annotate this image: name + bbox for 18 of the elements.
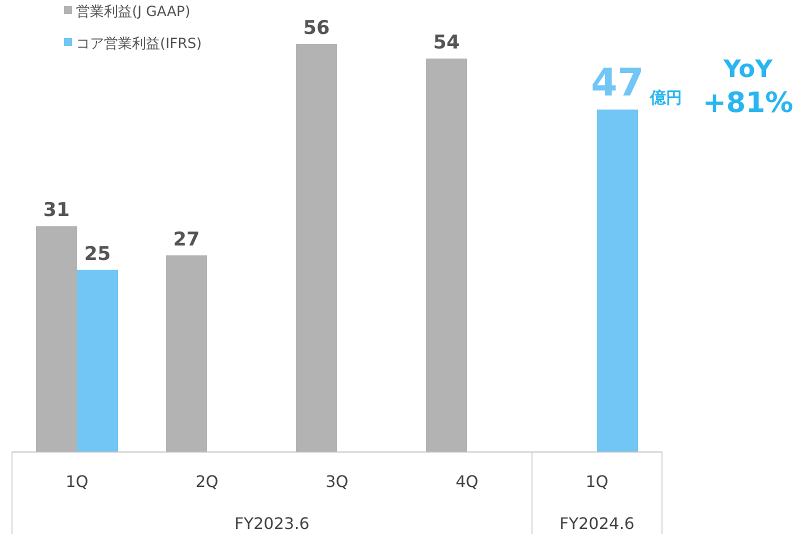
data-label: 54 <box>433 32 460 54</box>
data-label: 31 <box>43 199 70 222</box>
text: FY2024.6 <box>560 514 634 533</box>
data-label: 25 <box>84 242 111 265</box>
data-label: 27 <box>173 228 200 250</box>
legend-label: 営業利益(J GAAP) <box>76 4 190 20</box>
text: +81% <box>702 86 794 119</box>
data-label: 47 <box>591 60 644 105</box>
x-tick-label: 3Q <box>326 472 348 491</box>
x-tick-label: 1Q <box>586 472 608 491</box>
x-tick-label: 4Q <box>456 472 478 491</box>
x-tick-label: 2Q <box>196 472 218 491</box>
x-tick-label: 1Q <box>66 472 88 491</box>
legend-label: コア営業利益(IFRS) <box>76 36 202 52</box>
text: YoY <box>722 55 774 83</box>
data-label: 56 <box>303 17 330 39</box>
text: FY2023.6 <box>234 514 310 533</box>
annotation: 億円 <box>649 88 682 107</box>
